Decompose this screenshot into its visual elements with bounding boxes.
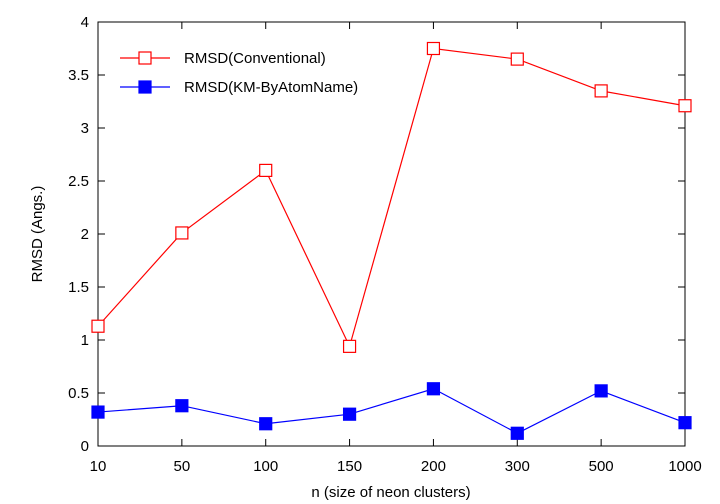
y-tick-label: 1 (81, 332, 89, 349)
data-point-conventional (91, 319, 105, 333)
x-tick-label: 200 (421, 458, 446, 475)
x-tick-label: 10 (90, 458, 107, 475)
x-tick-label: 500 (589, 458, 614, 475)
series-line-conventional (97, 47, 686, 349)
data-point-km-byatomname (510, 426, 524, 440)
legend-marker (138, 80, 152, 94)
y-axis-label: RMSD (Angs.) (29, 186, 46, 283)
y-tick-label: 0.5 (68, 385, 89, 402)
y-tick-label: 3.5 (68, 67, 89, 84)
data-point-conventional (426, 41, 441, 56)
data-point-km-byatomname (426, 382, 441, 396)
x-tick-label: 150 (337, 458, 362, 475)
data-point-conventional (678, 99, 692, 113)
data-point-km-byatomname (259, 417, 273, 431)
data-point-km-byatomname (91, 405, 105, 419)
y-tick-label: 2.5 (68, 173, 89, 190)
data-point-km-byatomname (342, 407, 357, 421)
y-tick-label: 1.5 (68, 279, 89, 296)
legend-item-km-byatomname: RMSD(KM-ByAtomName) (120, 79, 358, 96)
legend-label: RMSD(KM-ByAtomName) (184, 79, 358, 96)
series-km-byatomname (91, 382, 692, 440)
x-tick-label: 50 (174, 458, 191, 475)
data-point-km-byatomname (678, 416, 692, 430)
y-tick-label: 3 (81, 120, 89, 137)
data-point-km-byatomname (175, 399, 189, 413)
data-point-conventional (175, 226, 189, 240)
legend-item-conventional: RMSD(Conventional) (120, 50, 326, 67)
y-tick-label: 0 (81, 438, 89, 455)
data-point-conventional (342, 339, 357, 353)
data-point-conventional (594, 84, 608, 98)
data-point-km-byatomname (594, 384, 608, 398)
x-tick-label: 1000 (668, 458, 701, 475)
x-tick-label: 300 (505, 458, 530, 475)
x-axis-label: n (size of neon clusters) (311, 484, 470, 501)
x-tick-label: 100 (253, 458, 278, 475)
legend-marker (138, 51, 152, 65)
ticks: 0 0.5 1 1.5 2 2.5 3 3.5 4 10 50 100 150 200 300 500 1000 (68, 14, 702, 475)
y-tick-label: 2 (81, 226, 89, 243)
series-line-km-byatomname (97, 388, 686, 434)
series-conventional (91, 41, 692, 353)
legend-label: RMSD(Conventional) (184, 50, 326, 67)
data-point-conventional (259, 163, 273, 177)
series-layer (91, 41, 692, 440)
data-point-conventional (510, 52, 524, 66)
legend: RMSD(Conventional) RMSD(KM-ByAtomName) (120, 50, 358, 96)
y-tick-label: 4 (81, 14, 89, 31)
